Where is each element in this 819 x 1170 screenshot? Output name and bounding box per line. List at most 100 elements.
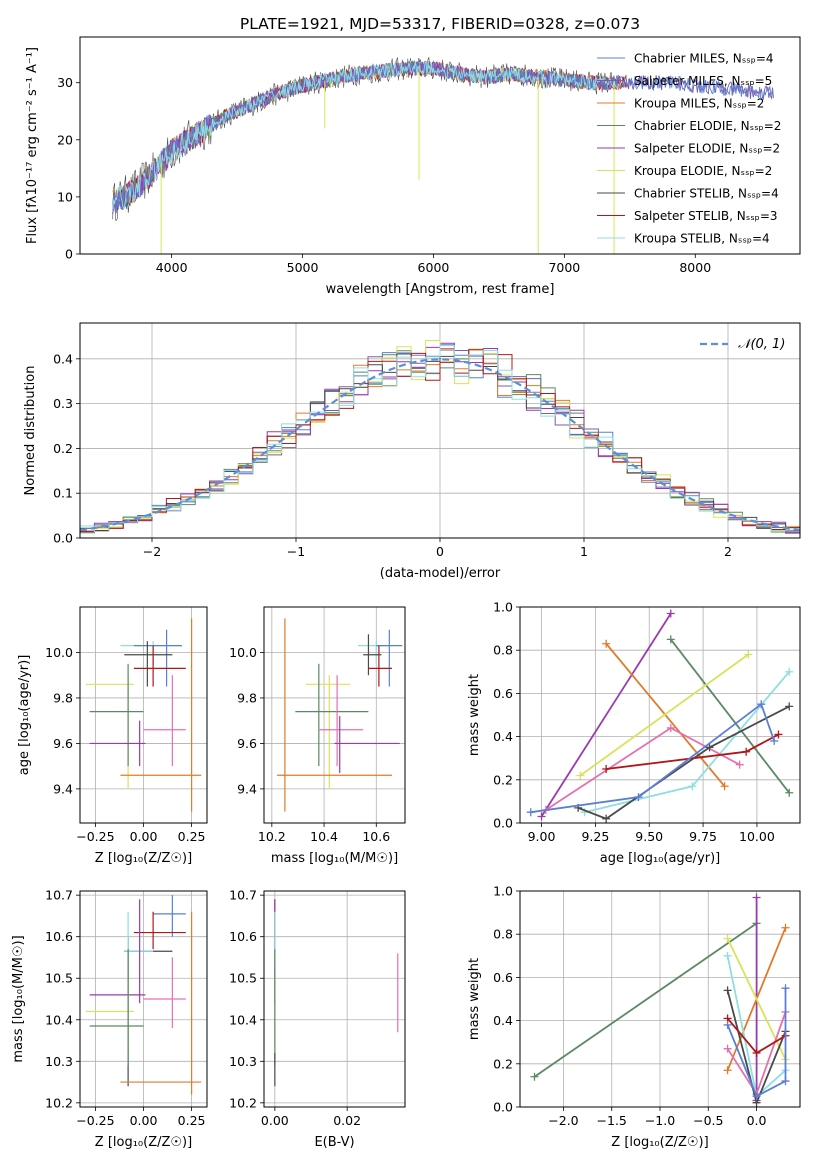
x-tick-label: −2.0 bbox=[548, 1113, 578, 1128]
frame-residuals bbox=[79, 322, 801, 539]
x-tick-label: 1 bbox=[580, 544, 588, 559]
x-tick-label: 2 bbox=[724, 544, 732, 559]
gaussian-curve bbox=[80, 358, 800, 532]
frame-spectrum bbox=[79, 36, 801, 255]
x-tick-label: −1 bbox=[287, 544, 305, 559]
spectrum-legend: Chabrier MILES, Nₛₛₚ=4 Salpeter MILES, Nₛ… bbox=[597, 52, 781, 246]
weight-marker bbox=[785, 702, 794, 711]
x-axis-label: Z [log₁₀(Z/Z☉)] bbox=[95, 1135, 192, 1150]
y-tick-label: 9.8 bbox=[237, 690, 257, 705]
weight-marker bbox=[774, 730, 783, 739]
y-tick-label: 30 bbox=[57, 75, 73, 90]
frame-weight-vs-Z bbox=[519, 890, 801, 1108]
y-tick-label: 0.2 bbox=[493, 1056, 513, 1071]
axes-mass-vs-Z: −0.25 0.00 0.25 10.2 10.3 10.4 10.5 10.6 10.7 Z [… bbox=[11, 888, 207, 1150]
y-axis-label: mass weight bbox=[467, 958, 482, 1040]
y-tick-label: 0.2 bbox=[53, 441, 73, 456]
x-tick-label: 4000 bbox=[156, 260, 188, 275]
weight-marker bbox=[770, 736, 779, 745]
legend-label: Kroupa ELODIE, Nₛₛₚ=2 bbox=[634, 164, 772, 178]
y-tick-label: 0.2 bbox=[493, 772, 513, 787]
axes-residuals: −2 −1 0 1 2 0.0 0.1 0.2 0.3 0.4 (data-model)/error… bbox=[23, 323, 800, 581]
axes-age-vs-Z: −0.25 0.00 0.25 9.4 9.6 9.8 10.0 Z [log₁₀(Z/Z☉)… bbox=[17, 607, 207, 866]
weight-marker bbox=[602, 814, 611, 823]
x-tick-label: 10.2 bbox=[258, 829, 286, 844]
legend-label: Chabrier MILES, Nₛₛₚ=4 bbox=[634, 52, 774, 66]
weight-marker bbox=[720, 782, 729, 791]
y-axis-label: Flux [fλ10⁻¹⁷ erg cm⁻² s⁻¹ A⁻¹] bbox=[25, 47, 40, 244]
y-tick-label: 0.4 bbox=[493, 1013, 513, 1028]
x-tick-label: −1.0 bbox=[645, 1113, 675, 1128]
x-tick-label: 9.75 bbox=[689, 829, 717, 844]
x-tick-label: 8000 bbox=[679, 260, 711, 275]
y-tick-label: 10.5 bbox=[45, 971, 73, 986]
y-tick-label: 10.3 bbox=[45, 1054, 73, 1069]
axes-age-vs-mass: 10.2 10.4 10.6 9.4 9.6 9.8 10.0 mass [log₁₀(M/M… bbox=[229, 607, 405, 866]
weight-line bbox=[540, 613, 672, 817]
x-axis-label: Z [log₁₀(Z/Z☉)] bbox=[611, 1135, 708, 1150]
weight-marker bbox=[785, 788, 794, 797]
x-tick-label: 9.50 bbox=[635, 829, 663, 844]
y-tick-label: 1.0 bbox=[493, 600, 513, 615]
gaussian-legend-label: 𝒩(0, 1) bbox=[738, 337, 785, 352]
weight-marker bbox=[576, 771, 585, 780]
axes-weight-vs-Z: −2.0 −1.5 −1.0 −0.5 0.0 0.0 0.2 0.4 0.6 0.8 1.0 Z [… bbox=[467, 884, 800, 1150]
weight-marker bbox=[744, 650, 753, 659]
weight-marker bbox=[723, 986, 732, 995]
x-axis-label: wavelength [Angstrom, rest frame] bbox=[326, 282, 555, 297]
y-tick-label: 0.0 bbox=[53, 531, 73, 546]
weight-marker bbox=[723, 1020, 732, 1029]
x-axis-label: Z [log₁₀(Z/Z☉)] bbox=[95, 851, 192, 866]
frame-age-vs-mass bbox=[263, 606, 406, 824]
y-tick-label: 0.6 bbox=[493, 686, 513, 701]
y-tick-label: 9.4 bbox=[53, 781, 73, 796]
x-axis-label: mass [log₁₀(M/M☉)] bbox=[271, 851, 398, 866]
y-tick-label: 0 bbox=[65, 247, 73, 262]
x-tick-label: 0.25 bbox=[178, 1113, 206, 1128]
y-tick-label: 10.2 bbox=[229, 1095, 257, 1110]
x-axis-label: (data-model)/error bbox=[380, 566, 501, 581]
weight-line bbox=[670, 638, 790, 794]
x-tick-label: −2 bbox=[143, 544, 161, 559]
legend-label: Chabrier STELIB, Nₛₛₚ=4 bbox=[634, 187, 779, 201]
frame-mass-vs-Z bbox=[79, 890, 208, 1108]
x-tick-label: −1.5 bbox=[597, 1113, 627, 1128]
weight-marker bbox=[537, 812, 546, 821]
y-tick-label: 10.7 bbox=[45, 888, 73, 903]
x-tick-label: −0.5 bbox=[693, 1113, 723, 1128]
y-tick-label: 10.2 bbox=[45, 1095, 73, 1110]
frame-mass-vs-ebv bbox=[263, 890, 406, 1108]
y-tick-label: 10.5 bbox=[229, 971, 257, 986]
legend-label: Salpeter MILES, Nₛₛₚ=5 bbox=[634, 74, 772, 88]
weight-marker bbox=[723, 1044, 732, 1053]
weight-line bbox=[726, 988, 787, 1098]
x-tick-label: 0.00 bbox=[130, 1113, 158, 1128]
weight-line bbox=[530, 702, 776, 814]
weight-marker bbox=[666, 635, 675, 644]
weight-marker bbox=[781, 984, 790, 993]
axes-weight-vs-age: 9.00 9.25 9.50 9.75 10.00 0.0 0.2 0.4 0.6 0.8 1.0 a… bbox=[467, 600, 800, 866]
x-tick-label: 0.00 bbox=[130, 829, 158, 844]
y-tick-label: 10.6 bbox=[45, 929, 73, 944]
frame-weight-vs-age bbox=[519, 606, 801, 824]
x-tick-label: −0.25 bbox=[76, 1113, 114, 1128]
legend-label: Salpeter STELIB, Nₛₛₚ=3 bbox=[634, 209, 778, 223]
weight-marker bbox=[757, 700, 766, 709]
weight-marker bbox=[705, 743, 714, 752]
x-tick-label: 10.6 bbox=[362, 829, 390, 844]
x-tick-label: 0 bbox=[436, 544, 444, 559]
y-tick-label: 9.6 bbox=[53, 736, 73, 751]
y-tick-label: 10.4 bbox=[229, 1012, 257, 1027]
weight-marker bbox=[723, 1066, 732, 1075]
y-axis-label: age [log₁₀(age/yr)] bbox=[17, 655, 32, 776]
weight-marker bbox=[735, 760, 744, 769]
y-axis-label: Normed distribution bbox=[23, 366, 38, 496]
weight-marker bbox=[781, 923, 790, 932]
y-tick-label: 1.0 bbox=[493, 884, 513, 899]
x-tick-label: 0.0 bbox=[747, 1113, 767, 1128]
weight-marker bbox=[688, 782, 697, 791]
weight-marker bbox=[666, 723, 675, 732]
axes-mass-vs-ebv: 0.00 0.02 10.2 10.3 10.4 10.5 10.6 10.7 E(B-V) bbox=[229, 888, 405, 1150]
y-axis-label: mass weight bbox=[467, 674, 482, 756]
